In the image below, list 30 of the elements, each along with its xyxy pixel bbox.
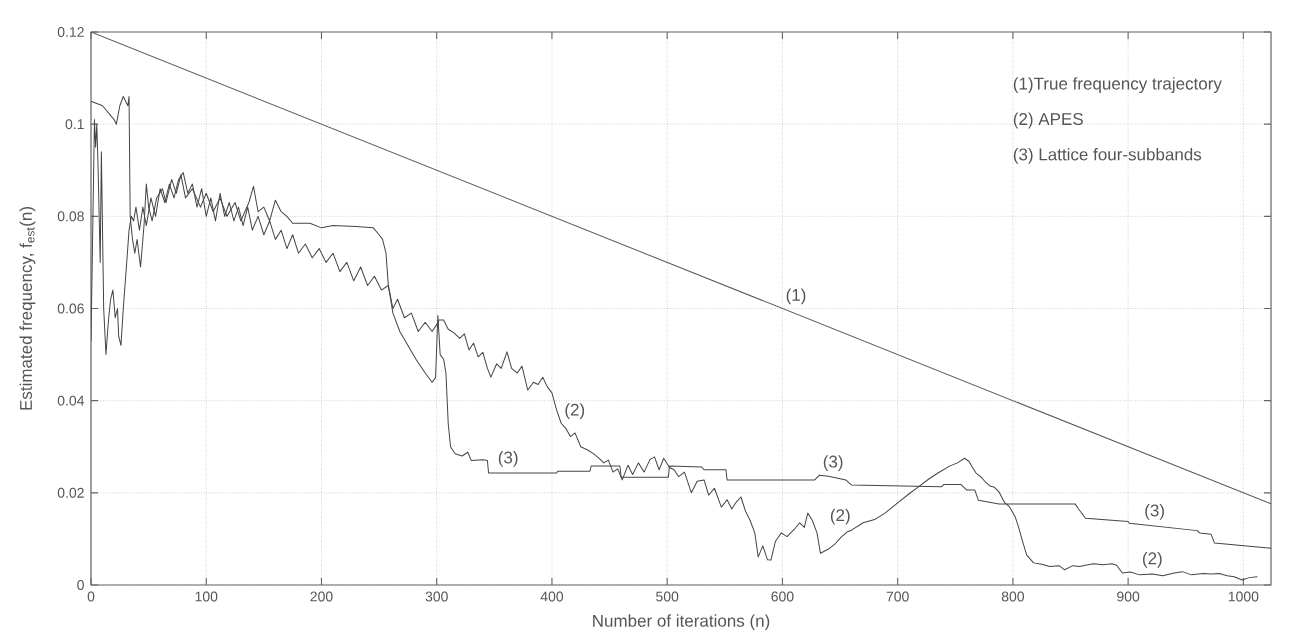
annotation: (3) — [1145, 503, 1164, 520]
annotation: (1)True frequency trajectory — [1013, 77, 1222, 94]
y-tick-label: 0.12 — [57, 27, 84, 37]
annotation: (2) APES — [1013, 112, 1083, 129]
annotation: (3) — [498, 450, 518, 467]
y-tick-label: 0.04 — [57, 395, 85, 406]
x-tick-label: 400 — [540, 591, 564, 602]
x-tick-label: 900 — [1117, 591, 1140, 602]
y-tick-label: 0.02 — [57, 487, 84, 498]
y-tick-label: 0.08 — [57, 211, 84, 222]
x-tick-label: 600 — [771, 591, 794, 602]
x-tick-label: 500 — [656, 591, 679, 602]
x-tick-label: 100 — [195, 591, 218, 602]
y-tick-label: 0.1 — [65, 119, 84, 130]
annotation: (1) — [786, 288, 806, 305]
annotation: (2) — [830, 508, 850, 525]
annotation: (2) — [565, 403, 585, 420]
x-tick-label: 200 — [310, 591, 333, 602]
x-tick-label: 1000 — [1228, 591, 1259, 602]
x-tick-label: 300 — [425, 591, 448, 602]
x-tick-label: 0 — [87, 591, 95, 602]
x-tick-label: 700 — [886, 591, 909, 602]
y-tick-label: 0 — [77, 580, 84, 590]
y-axis-title: Estimated frequency, f$_{est}$(n) — [19, 207, 36, 410]
x-axis-title: Number of iterations (n) — [593, 614, 770, 630]
annotation: (2) — [1142, 551, 1162, 568]
annotation: (3) Lattice four-subbands — [1013, 147, 1202, 164]
y-tick-label: 0.06 — [57, 303, 84, 314]
annotation: (3) — [823, 455, 843, 471]
x-tick-label: 800 — [1001, 591, 1025, 602]
